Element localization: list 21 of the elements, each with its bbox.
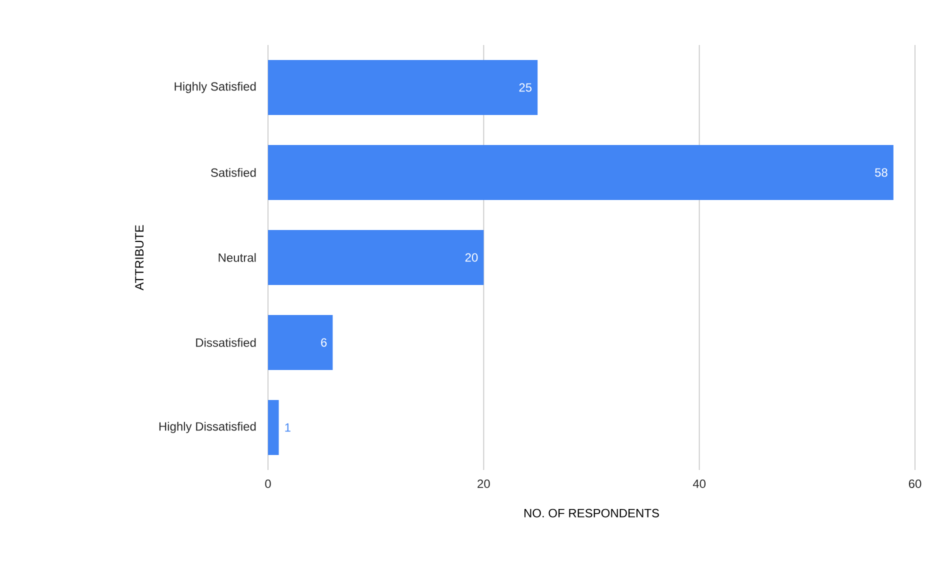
bar — [268, 400, 279, 455]
y-tick-label: Highly Satisfied — [174, 82, 256, 94]
data-label: 6 — [321, 338, 327, 347]
bar — [268, 230, 484, 285]
x-axis-title: NO. OF RESPONDENTS — [524, 508, 659, 518]
y-tick-label: Neutral — [218, 253, 256, 262]
y-tick-label: Dissatisfied — [196, 338, 256, 347]
data-label: 20 — [465, 253, 478, 262]
y-tick-label: Highly Dissatisfied — [159, 422, 256, 434]
y-axis-title: ATTRIBUTE — [135, 225, 144, 290]
x-tick-label: 60 — [908, 480, 922, 488]
x-tick-label: 40 — [692, 480, 706, 488]
bar — [268, 60, 538, 115]
data-label: 58 — [875, 168, 888, 177]
bar — [268, 145, 894, 200]
data-label: 25 — [519, 83, 532, 92]
x-tick-label: 0 — [265, 480, 271, 488]
y-tick-label: Satisfied — [211, 168, 256, 177]
x-tick-label: 20 — [478, 480, 490, 488]
data-label: 1 — [285, 423, 290, 432]
bar — [268, 314, 333, 370]
